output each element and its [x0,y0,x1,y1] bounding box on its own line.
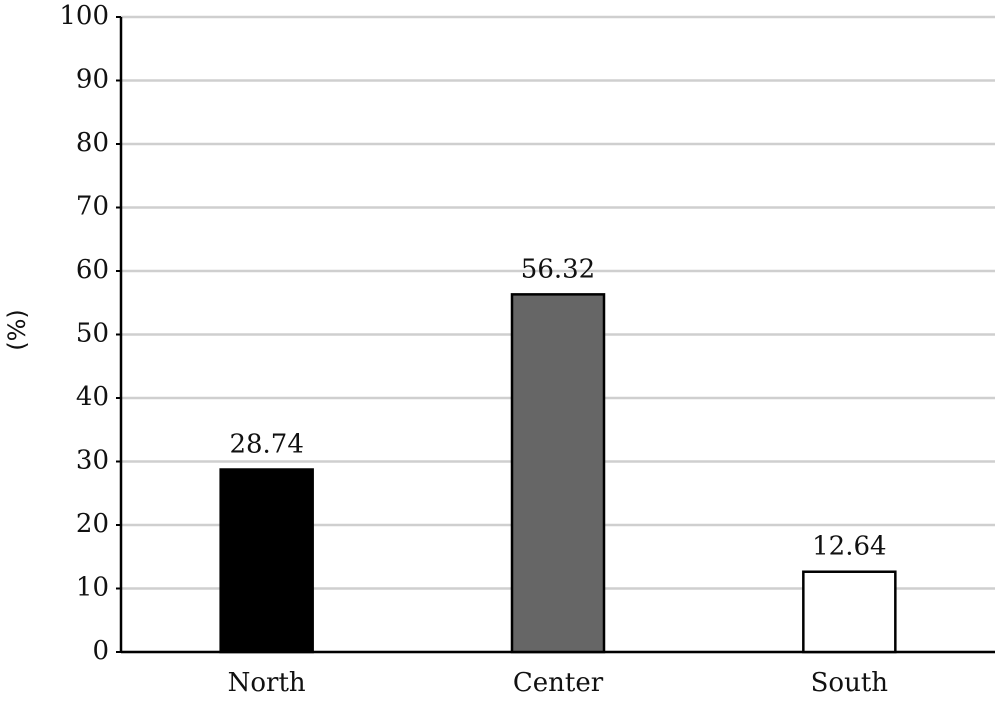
y-tick-label: 70 [76,192,109,222]
y-tick-label: 60 [76,255,109,285]
data-label: 56.32 [521,254,595,284]
data-label: 28.74 [229,430,303,460]
y-tick-label: 30 [76,446,109,476]
x-tick-label: South [811,668,889,698]
x-tick-label: North [228,668,306,698]
y-tick-label: 80 [76,128,109,158]
y-tick-label: 90 [76,65,109,95]
bar [219,468,314,654]
y-tick-label: 40 [76,382,109,412]
y-tick-label: 100 [59,1,109,31]
data-label: 12.64 [812,532,886,562]
y-tick-label: 50 [76,319,109,349]
y-tick-label: 0 [92,636,109,666]
y-tick-label: 10 [76,573,109,603]
y-axis-label: (%) [3,309,31,351]
y-tick-label: 20 [76,509,109,539]
x-tick-label: Center [513,668,604,698]
bar [802,570,897,654]
bar [510,293,606,654]
